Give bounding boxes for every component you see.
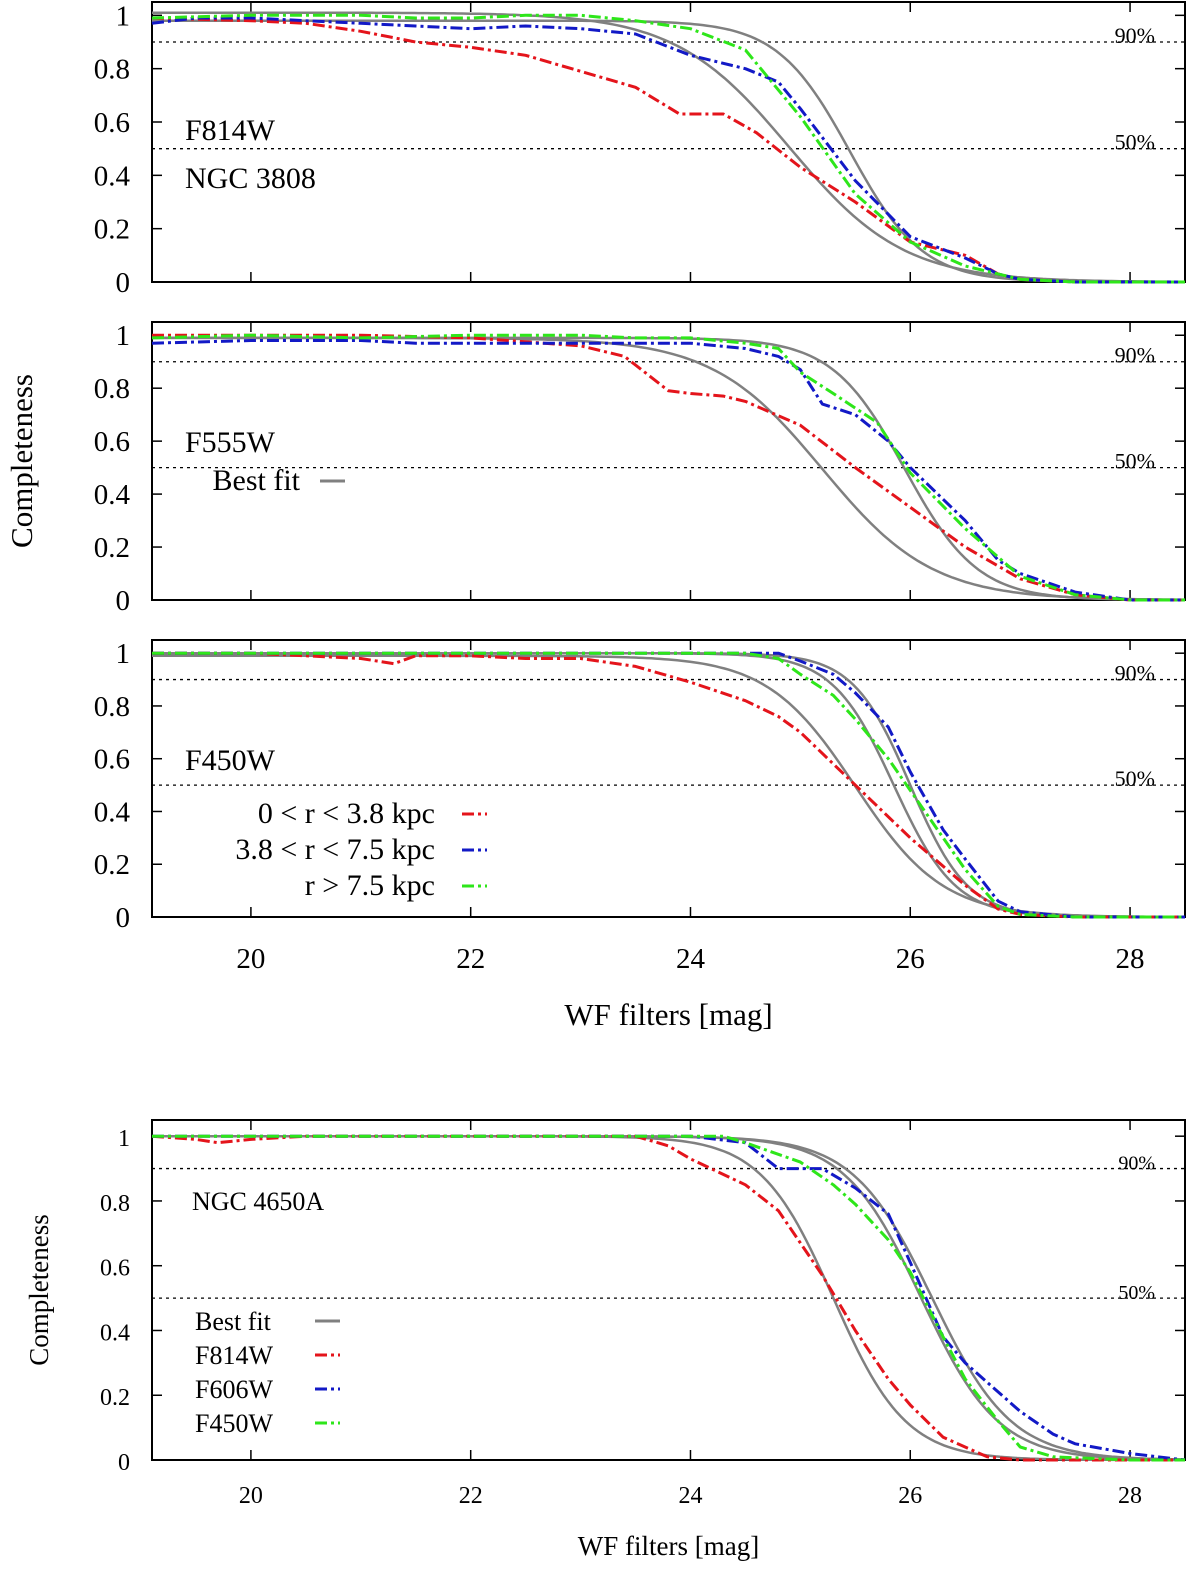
y-tick-label: 1 (118, 1126, 130, 1152)
panel-top: 0 0.2 0.4 0.6 0.8 1 90% 50% F814W NGC 3808 (94, 0, 1186, 299)
y-tick-label: 0 (116, 267, 131, 299)
reference-line-label: 50% (1115, 449, 1155, 474)
series-line-red (152, 333, 1185, 602)
x-tick-label: 24 (676, 943, 706, 975)
y-tick-label: 0.2 (94, 214, 130, 246)
reference-line-label: 90% (1115, 23, 1155, 48)
y-tick-label: 0.8 (94, 373, 130, 405)
reference-line-label: 50% (1115, 766, 1155, 791)
series-line-green (151, 333, 1185, 602)
plot-frame (151, 321, 1186, 601)
series-line-blue (152, 1134, 1186, 1462)
best-fit-curve (152, 336, 1185, 602)
x-axis-label: WF filters [mag] (578, 1531, 759, 1561)
x-tick-label: 26 (898, 1483, 922, 1509)
x-tick-label: 28 (1118, 1483, 1142, 1509)
reference-line-label: 50% (1115, 130, 1155, 155)
legend-label: r > 7.5 kpc (305, 869, 435, 902)
y-tick-label: 0 (116, 585, 131, 617)
reference-line-label: 90% (1115, 343, 1155, 368)
legend-label: Best fit (213, 464, 301, 497)
x-tick-label: 22 (459, 1483, 483, 1509)
y-tick-label: 1 (116, 320, 131, 352)
y-tick-label: 0.6 (94, 744, 130, 776)
y-tick-label: 1 (116, 638, 131, 670)
legend-label: F450W (195, 1409, 273, 1438)
x-tick-label: 26 (896, 943, 925, 975)
y-tick-label: 0.6 (94, 107, 130, 139)
x-tick-label: 22 (456, 943, 485, 975)
x-tick-label: 24 (678, 1483, 702, 1509)
series-line-red (151, 1134, 1185, 1462)
y-tick-label: 0.2 (94, 532, 130, 564)
plot-frame (151, 1119, 1186, 1461)
reference-line-label: 90% (1115, 661, 1155, 686)
series-line-green (152, 651, 1185, 919)
y-tick-label: 0.8 (100, 1191, 130, 1217)
y-tick-label: 0.6 (100, 1256, 130, 1282)
x-tick-label: 20 (236, 943, 265, 975)
y-axis-label: Completeness (4, 374, 39, 548)
panel-label: F555W (185, 426, 276, 459)
y-tick-label: 0.6 (94, 426, 130, 458)
panel-bottom: 0 0.2 0.4 0.6 0.8 1 20 22 24 26 28 90% 50% NGC 4650A B… (24, 1119, 1186, 1561)
x-tick-label: 20 (239, 1483, 263, 1509)
plot-frame (151, 1, 1186, 283)
panel-middle: 0 0.2 0.4 0.6 0.8 1 90% 50% F555W Best fit Complet… (4, 320, 1186, 617)
legend-label: 3.8 < r < 7.5 kpc (235, 833, 435, 866)
x-tick-label: 28 (1116, 943, 1145, 975)
best-fit-curve (152, 336, 1185, 601)
x-axis-label: WF filters [mag] (564, 997, 772, 1032)
y-tick-label: 0 (118, 1450, 130, 1476)
y-tick-label: 0.2 (94, 849, 130, 881)
panel-label: F814W (185, 114, 276, 147)
series-line-green (151, 13, 1185, 284)
y-tick-label: 0.4 (94, 796, 131, 828)
y-tick-label: 0.8 (94, 691, 130, 723)
panel-label: NGC 3808 (185, 162, 316, 195)
legend-label: Best fit (195, 1307, 272, 1336)
legend-label: 0 < r < 3.8 kpc (258, 797, 435, 830)
reference-line-label: 50% (1118, 1282, 1155, 1304)
legend-label: F814W (195, 1341, 273, 1370)
series-line-blue (152, 651, 1185, 919)
y-tick-label: 0.4 (94, 479, 131, 511)
plot-frame (151, 639, 1186, 918)
series-line-blue (151, 16, 1185, 284)
series-line-green (152, 1134, 1185, 1462)
series-line-blue (151, 339, 1185, 602)
y-tick-label: 0 (116, 902, 131, 934)
panel-lower: 0 0.2 0.4 0.6 0.8 1 20 22 24 26 28 90% 50% F450W 0 < r… (94, 638, 1186, 1032)
reference-line-label: 90% (1118, 1153, 1155, 1175)
best-fit-curve (152, 19, 1185, 284)
y-tick-label: 0.4 (100, 1320, 130, 1346)
y-tick-label: 0.8 (94, 54, 130, 86)
panel-label: F450W (185, 744, 276, 777)
legend-label: F606W (195, 1375, 273, 1404)
series-line-red (151, 16, 1185, 284)
y-tick-label: 0.2 (100, 1385, 130, 1411)
y-tick-label: 1 (116, 0, 131, 32)
y-axis-label: Completeness (24, 1214, 54, 1365)
best-fit-curve (152, 11, 1185, 283)
panel-label: NGC 4650A (192, 1187, 324, 1216)
y-tick-label: 0.4 (94, 160, 131, 192)
